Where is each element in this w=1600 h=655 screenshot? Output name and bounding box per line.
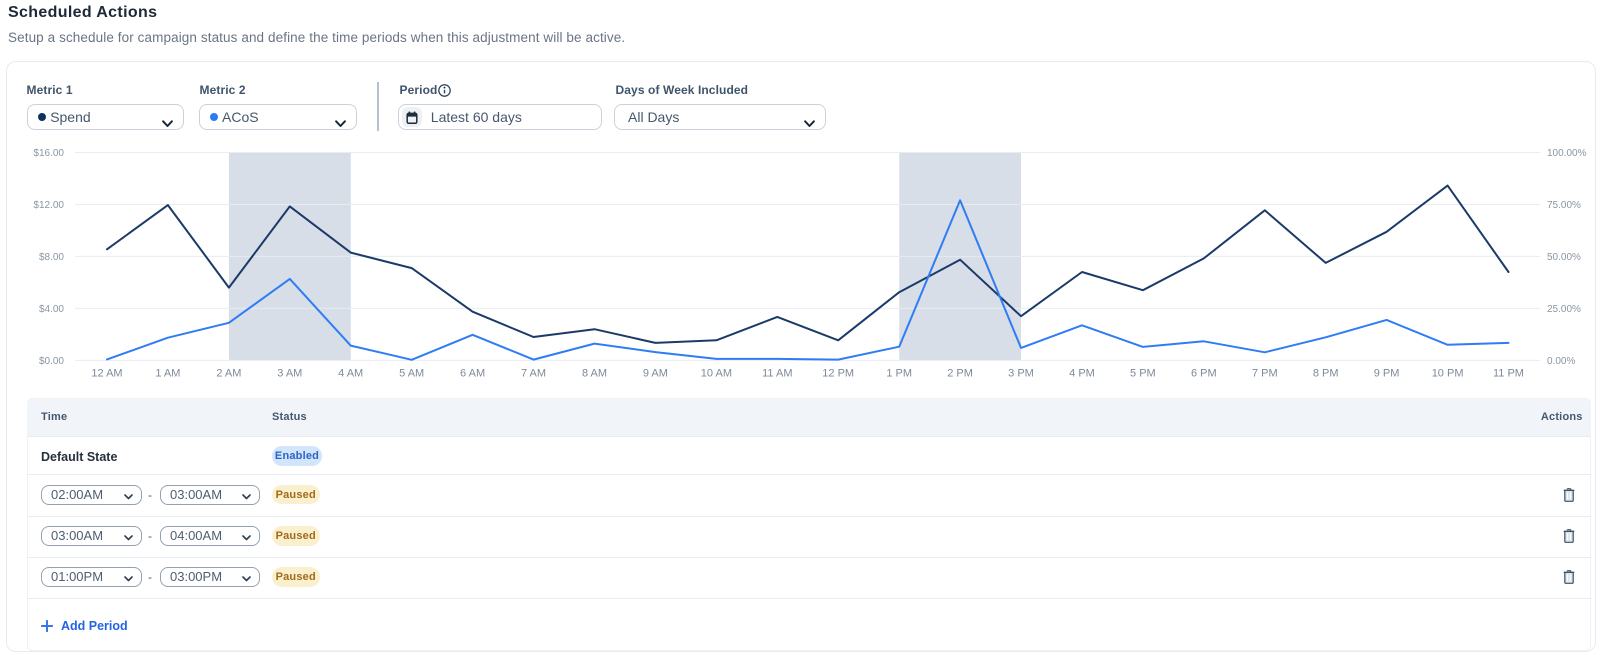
svg-text:$12.00: $12.00 <box>33 200 64 211</box>
svg-text:7 AM: 7 AM <box>521 368 546 380</box>
svg-text:8 PM: 8 PM <box>1313 368 1339 380</box>
svg-text:9 PM: 9 PM <box>1374 368 1400 380</box>
svg-text:$8.00: $8.00 <box>39 252 64 263</box>
svg-text:4 AM: 4 AM <box>338 368 363 380</box>
svg-text:11 AM: 11 AM <box>762 368 792 380</box>
svg-text:100.00%: 100.00% <box>1547 148 1587 159</box>
svg-text:10 PM: 10 PM <box>1432 368 1464 380</box>
svg-text:8 AM: 8 AM <box>582 368 607 380</box>
svg-text:11 PM: 11 PM <box>1493 368 1524 380</box>
svg-text:75.00%: 75.00% <box>1547 200 1581 211</box>
svg-text:$0.00: $0.00 <box>39 356 64 367</box>
svg-text:25.00%: 25.00% <box>1547 304 1581 315</box>
svg-text:$4.00: $4.00 <box>39 304 64 315</box>
svg-text:12 PM: 12 PM <box>822 368 854 380</box>
svg-text:6 AM: 6 AM <box>460 368 485 380</box>
svg-text:5 AM: 5 AM <box>399 368 424 380</box>
svg-text:10 AM: 10 AM <box>701 368 732 380</box>
svg-text:3 PM: 3 PM <box>1008 368 1034 380</box>
svg-text:$16.00: $16.00 <box>33 148 64 159</box>
svg-text:7 PM: 7 PM <box>1252 368 1278 380</box>
svg-text:4 PM: 4 PM <box>1069 368 1095 380</box>
svg-text:2 PM: 2 PM <box>947 368 973 380</box>
svg-text:1 AM: 1 AM <box>155 368 180 380</box>
svg-text:0.00%: 0.00% <box>1547 356 1575 367</box>
svg-text:12 AM: 12 AM <box>91 368 122 380</box>
svg-text:6 PM: 6 PM <box>1191 368 1217 380</box>
svg-text:50.00%: 50.00% <box>1547 252 1581 263</box>
svg-text:2 AM: 2 AM <box>216 368 241 380</box>
svg-text:3 AM: 3 AM <box>277 368 302 380</box>
svg-text:5 PM: 5 PM <box>1130 368 1156 380</box>
svg-text:9 AM: 9 AM <box>643 368 668 380</box>
svg-text:1 PM: 1 PM <box>886 368 912 380</box>
